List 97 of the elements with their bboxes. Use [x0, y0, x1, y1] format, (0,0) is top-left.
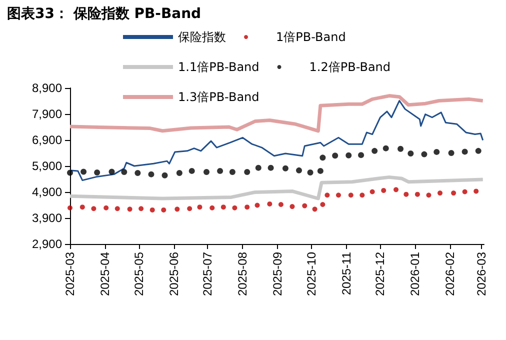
point: [282, 165, 288, 172]
point: [332, 152, 338, 159]
x-tick-label: 2026-02: [443, 252, 458, 296]
x-tick-label: 2025-07: [200, 252, 215, 296]
legend-label: 1.3倍PB-Band: [178, 90, 260, 104]
point: [408, 150, 414, 157]
point: [188, 168, 195, 174]
point: [434, 148, 440, 155]
point: [296, 167, 302, 174]
line-series: [68, 175, 485, 200]
point: [148, 171, 154, 178]
x-tick-label: 2025-09: [270, 252, 285, 296]
point: [91, 206, 96, 212]
point: [372, 148, 378, 154]
point: [244, 168, 250, 175]
point: [302, 203, 308, 208]
point: [317, 168, 324, 174]
point: [80, 204, 85, 210]
point: [134, 170, 141, 176]
point: [346, 152, 352, 158]
point: [255, 164, 262, 171]
y-tick-label: 4,900: [32, 185, 62, 199]
point: [232, 205, 238, 210]
point: [290, 204, 295, 210]
x-tick-label: 2025-06: [166, 252, 181, 296]
point: [394, 187, 399, 192]
point: [348, 192, 354, 198]
point: [94, 170, 100, 176]
point: [161, 207, 166, 212]
point: [197, 204, 202, 210]
point: [104, 205, 109, 210]
x-tick-label: 2025-10: [304, 252, 318, 296]
point: [176, 170, 182, 176]
point: [438, 190, 443, 196]
point: [324, 192, 330, 198]
legend-label: 1.1倍PB-Band: [178, 60, 260, 74]
point: [474, 188, 479, 194]
legend-label: 1倍PB-Band: [276, 30, 346, 44]
point: [451, 190, 456, 196]
point: [114, 206, 120, 212]
x-tick-label: 2026-01: [408, 252, 422, 296]
point: [414, 192, 420, 197]
point: [254, 202, 260, 208]
point: [404, 192, 409, 197]
legend-label: 保险指数: [178, 30, 226, 44]
point: [67, 170, 73, 176]
x-tick-label: 2025-11: [339, 252, 354, 296]
point: [108, 168, 115, 175]
point: [229, 168, 236, 175]
point: [381, 188, 386, 193]
legend-label: 1.2倍PB-Band: [309, 60, 391, 74]
y-tick-label: 5,900: [32, 159, 62, 173]
point: [320, 154, 326, 161]
point: [382, 145, 389, 152]
point: [187, 206, 192, 212]
y-tick-label: 7,900: [32, 107, 62, 121]
point: [360, 192, 365, 198]
x-tick-label: 2025-03: [63, 252, 77, 296]
point: [421, 151, 428, 158]
point: [174, 206, 180, 212]
point: [267, 201, 272, 206]
point: [217, 168, 224, 174]
point: [204, 168, 210, 175]
point: [336, 192, 341, 198]
point: [244, 204, 250, 210]
point: [398, 146, 404, 152]
point: [462, 189, 468, 194]
x-tick-label: 2025-04: [98, 252, 112, 296]
y-tick-label: 3,900: [32, 211, 62, 225]
point: [210, 205, 215, 210]
point: [68, 205, 72, 210]
point: [312, 206, 318, 212]
point: [462, 148, 468, 155]
y-tick-label: 6,900: [32, 133, 62, 147]
point: [370, 189, 375, 194]
x-tick-label: 2025-08: [236, 252, 250, 296]
point: [448, 150, 454, 156]
point: [150, 207, 155, 212]
point: [475, 148, 482, 154]
point: [127, 206, 132, 212]
chart-title: 图表33： 保险指数 PB-Band: [7, 6, 202, 22]
point: [162, 172, 168, 178]
x-tick-label: 2025-05: [132, 252, 146, 296]
y-tick-label: 2,900: [32, 237, 62, 251]
y-tick-label: 8,900: [32, 81, 62, 95]
point: [138, 206, 144, 212]
point: [426, 192, 432, 198]
point: [268, 164, 274, 171]
x-tick-label: 2025-12: [373, 252, 388, 296]
point: [80, 168, 87, 175]
point: [307, 170, 314, 176]
point: [220, 204, 226, 210]
point: [320, 202, 326, 207]
point: [121, 168, 128, 175]
point: [278, 202, 284, 207]
point: [358, 152, 364, 158]
x-tick-label: 2026-03: [474, 252, 489, 296]
